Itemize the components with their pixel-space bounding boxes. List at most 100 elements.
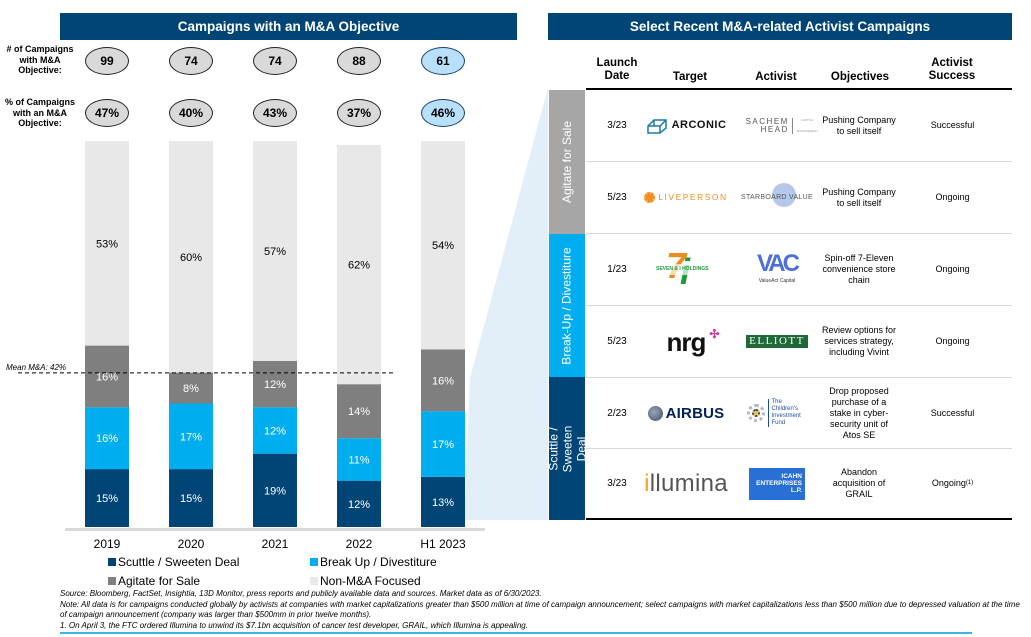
target-logo-seven-i-holdings: 7i SEVEN & i HOLDINGS [640,234,732,305]
data-label: 13% [432,497,454,509]
x-tick-label: 2022 [346,537,373,551]
mean-reference-label: Mean M&A: 42% [6,363,66,372]
header-target: Target [672,71,708,83]
launch-date: 5/23 [607,336,627,347]
row-divider [586,233,1012,234]
pct-oval-h1-2023: 46% [421,99,465,127]
x-tick-label: 2019 [94,537,121,551]
objective: Abandon acquisition of GRAIL [832,467,886,499]
launch-date: 1/23 [607,264,627,275]
data-label: 16% [96,371,118,383]
header-activist-success: Activist Success [928,57,976,82]
pct-oval-2021: 43% [253,99,297,127]
count-oval-2019: 99 [85,47,129,75]
source-note: Source: Bloomberg, FactSet, Insightia, 1… [60,589,542,598]
bar-segment-break-up-divestiture-2021 [253,407,297,454]
data-label: 12% [264,379,286,391]
launch-date: 3/23 [607,120,627,131]
row-divider [586,377,1012,378]
row-divider [586,448,1012,449]
bar-segment-non-m-a-focused-2020 [169,141,213,373]
data-label: 15% [180,493,202,505]
target-logo-liveperson: LIVEPERSON [640,162,732,233]
legend-breakup: Break Up / Divestiture [310,555,437,569]
starboard-v-icon [772,183,797,207]
liveperson-sun-icon [644,192,656,203]
legend-label-breakup: Break Up / Divestiture [320,555,437,569]
bar-segment-break-up-divestiture-h1-2023 [421,411,465,477]
pct-oval-2019: 47% [85,99,129,127]
bar-segment-scuttle-sweeten-deal-2022 [337,480,381,527]
bar-segment-non-m-a-focused-2021 [253,141,297,362]
legend-swatch-breakup [310,558,318,566]
arconic-icon [646,118,667,134]
data-label: 14% [348,406,370,418]
objective: Spin-off 7-Eleven convenience store chai… [822,253,896,285]
category-label: Scuttle / Sweeten Deal [546,425,589,472]
legend-swatch-scuttle [108,558,116,566]
illumina-wordmark: illumina [644,470,728,497]
data-label: 19% [264,485,286,497]
bar-segment-scuttle-sweeten-deal-h1-2023 [421,476,465,527]
launch-date: 2/23 [607,407,627,419]
pct-row-label: % of Campaigns with an M&A Objective: [4,97,75,128]
x-axis-baseline [65,528,485,531]
data-label: 53% [96,238,118,250]
data-label: 54% [432,240,454,252]
category-agitate-for-sale: Agitate for Sale [549,90,585,234]
target-logo-nrg: nrg ✣ [640,306,732,377]
activist-success: Ongoing [935,264,970,274]
methodology-note: Note: All data is for campaigns conducte… [60,599,1020,620]
bar-segment-agitate-for-sale-2019 [85,345,129,408]
bar-segment-break-up-divestiture-2020 [169,403,213,470]
activist-success: Successful [930,120,975,130]
right-panel-title: Select Recent M&A-related Activist Campa… [548,13,1012,40]
objective: Review options for services strategy, in… [821,325,897,357]
data-label: 60% [180,252,202,264]
table-bottom-rule [586,518,1012,520]
objective: Pushing Company to sell itself [822,186,896,208]
count-oval-2021: 74 [253,47,297,75]
target-logo-airbus: AIRBUS [640,378,732,448]
bar-segment-agitate-for-sale-2020 [169,372,213,404]
activist-logo-icahn: ICAHN ENTERPRISES L.P. [734,449,820,518]
activist-logo-elliott: ELLIOTT [734,306,820,377]
bar-group: 15% 16% 16% 53% 15% 17% 8% 60% 19% 12% 12% 57% 12% 11… [85,141,465,527]
data-label: 62% [348,260,370,272]
bar-segment-non-m-a-focused-h1-2023 [421,141,465,350]
bar-segment-non-m-a-focused-2019 [85,141,129,346]
category-scuttle-sweeten-deal: Scuttle / Sweeten Deal [546,377,589,520]
x-tick-label: 2021 [262,537,289,551]
legend-swatch-non-ma [310,577,318,585]
count-oval-2020: 74 [169,47,213,75]
data-label: 11% [348,454,369,466]
footer-rule [60,632,972,634]
count-row-label: # of Campaigns with M&A Objective: [6,44,74,75]
legend-swatch-agitate [108,577,116,585]
data-label: 17% [432,439,454,451]
count-oval-2022: 88 [337,47,381,75]
data-label: 8% [183,383,199,395]
target-logo-arconic: ARCONIC [640,90,732,161]
target-logo-illumina: illumina [640,449,732,518]
header-activist: Activist [755,71,797,83]
activist-success: Ongoing [935,336,970,346]
footnotes: Source: Bloomberg, FactSet, Insightia, 1… [60,589,1020,631]
activist-logo-starboard-value: STARBOARD VALUE [734,162,820,233]
data-label: 16% [432,375,454,387]
pct-oval-2020: 40% [169,99,213,127]
legend-label-non-ma: Non-M&A Focused [320,574,421,588]
x-tick-labels: 2019 2020 2021 2022 H1 2023 [94,537,466,551]
data-label: 15% [96,493,118,505]
row-divider [586,305,1012,306]
legend-label-scuttle: Scuttle / Sweeten Deal [118,555,240,569]
header-objectives: Objectives [830,71,890,83]
activist-success: Ongoing [935,192,970,202]
pct-oval-2022: 37% [337,99,381,127]
bar-segment-scuttle-sweeten-deal-2019 [85,469,129,527]
objective: Drop proposed purchase of a stake in cyb… [829,385,889,440]
ciff-dots-icon [746,404,765,422]
launch-date: 3/23 [607,478,627,489]
bar-segment-scuttle-sweeten-deal-2020 [169,469,213,527]
activist-logo-valueact: VAC ValueAct Capital [757,250,800,285]
